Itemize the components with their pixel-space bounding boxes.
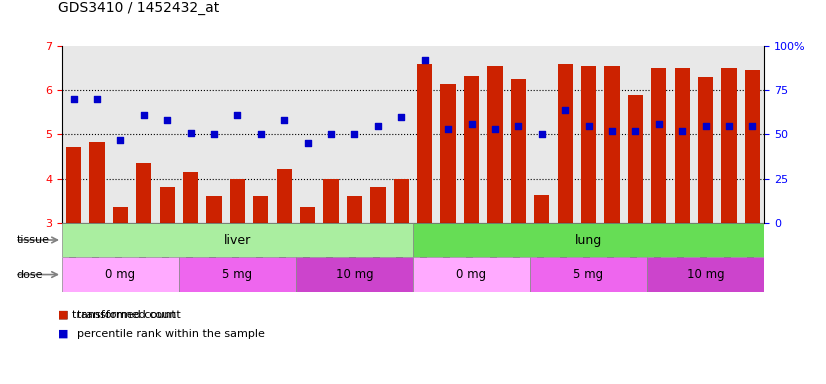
Bar — [179, 257, 296, 292]
Bar — [394, 179, 409, 223]
Point — [558, 107, 572, 113]
Bar — [277, 169, 292, 223]
Point — [699, 122, 712, 129]
Bar — [183, 172, 198, 223]
Point — [325, 131, 338, 137]
Bar — [721, 68, 737, 223]
Text: 0 mg: 0 mg — [106, 268, 135, 281]
Point — [722, 122, 735, 129]
Bar — [647, 257, 764, 292]
Text: 10 mg: 10 mg — [686, 268, 724, 281]
Point — [137, 112, 150, 118]
Bar — [159, 187, 175, 223]
Point — [114, 137, 127, 143]
Bar — [464, 76, 479, 223]
Bar — [628, 94, 643, 223]
Point — [511, 122, 525, 129]
Bar — [136, 163, 151, 223]
Bar — [206, 196, 221, 223]
Bar — [296, 257, 413, 292]
Text: 10 mg: 10 mg — [335, 268, 373, 281]
Bar — [113, 207, 128, 223]
Bar — [347, 196, 362, 223]
Point — [301, 140, 314, 146]
Point — [418, 57, 431, 63]
Bar — [581, 66, 596, 223]
Text: transformed count: transformed count — [77, 310, 181, 320]
Point — [395, 114, 408, 120]
Bar — [651, 68, 667, 223]
Point — [372, 122, 385, 129]
Point — [184, 129, 197, 136]
Point — [652, 121, 665, 127]
Point — [582, 122, 595, 129]
Bar — [413, 257, 530, 292]
Text: tissue: tissue — [17, 235, 50, 245]
Text: liver: liver — [224, 233, 251, 247]
Text: lung: lung — [575, 233, 602, 247]
Bar — [530, 257, 647, 292]
Point — [465, 121, 478, 127]
Bar — [66, 147, 81, 223]
Text: ■: ■ — [58, 329, 69, 339]
Point — [746, 122, 759, 129]
Point — [441, 126, 454, 132]
Text: 0 mg: 0 mg — [457, 268, 487, 281]
Bar — [62, 257, 179, 292]
Bar — [300, 207, 316, 223]
Point — [230, 112, 244, 118]
Bar — [370, 187, 386, 223]
Text: ■: ■ — [58, 310, 69, 320]
Point — [676, 128, 689, 134]
Bar — [558, 64, 572, 223]
Text: percentile rank within the sample: percentile rank within the sample — [77, 329, 264, 339]
Point — [90, 96, 104, 102]
Text: 5 mg: 5 mg — [573, 268, 604, 281]
Bar — [487, 66, 502, 223]
Point — [488, 126, 501, 132]
Bar — [413, 223, 764, 257]
Point — [160, 117, 173, 123]
Bar — [534, 195, 549, 223]
Point — [254, 131, 268, 137]
Point — [348, 131, 361, 137]
Point — [535, 131, 548, 137]
Point — [629, 128, 642, 134]
Bar — [89, 142, 105, 223]
Point — [207, 131, 221, 137]
Point — [67, 96, 80, 102]
Bar — [745, 70, 760, 223]
Point — [278, 117, 291, 123]
Bar — [510, 79, 526, 223]
Bar — [62, 223, 413, 257]
Bar — [324, 179, 339, 223]
Text: 5 mg: 5 mg — [222, 268, 253, 281]
Bar — [675, 68, 690, 223]
Bar — [230, 179, 245, 223]
Point — [605, 128, 619, 134]
Text: dose: dose — [17, 270, 43, 280]
Bar — [605, 66, 620, 223]
Bar — [417, 64, 432, 223]
Text: GDS3410 / 1452432_at: GDS3410 / 1452432_at — [58, 2, 219, 15]
Bar — [440, 84, 456, 223]
Text: ■ transformed count: ■ transformed count — [58, 310, 176, 320]
Bar — [254, 196, 268, 223]
Bar — [698, 77, 713, 223]
